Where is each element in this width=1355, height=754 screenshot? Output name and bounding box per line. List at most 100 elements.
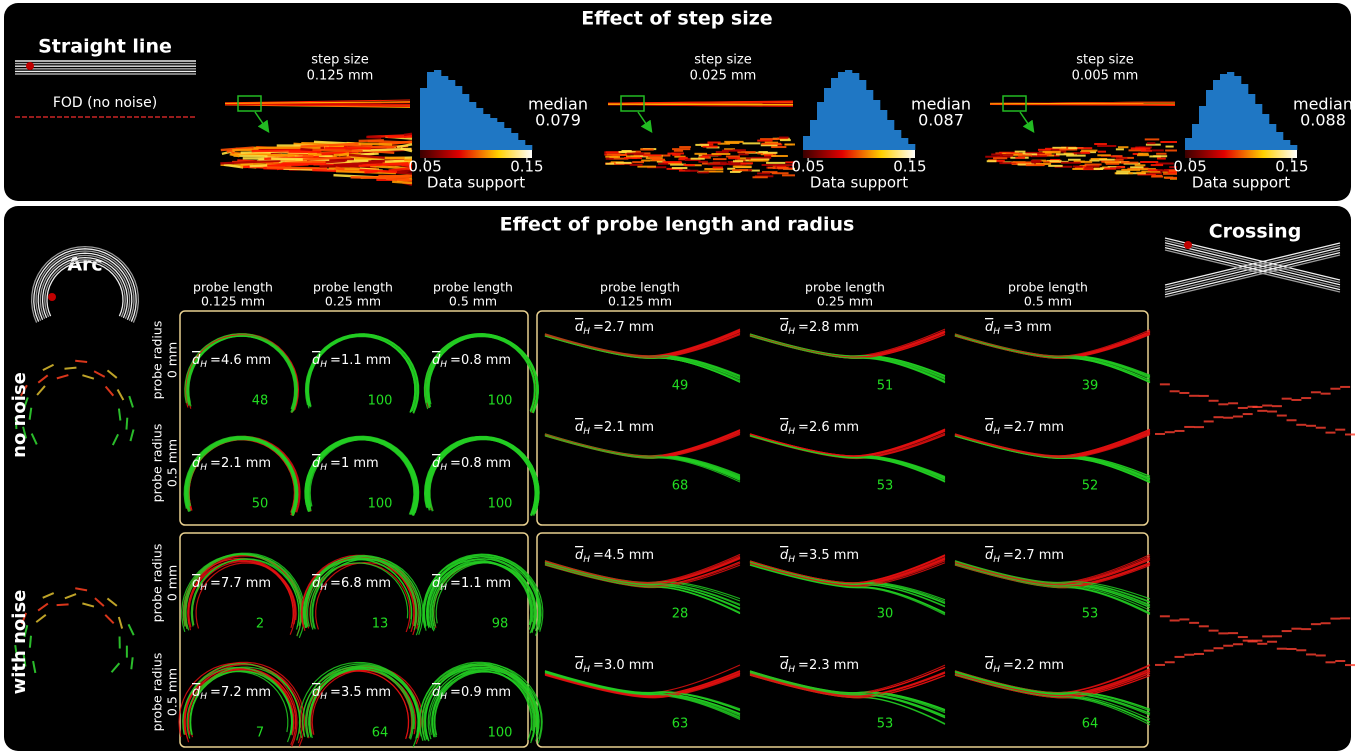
zoom-fiber xyxy=(366,137,381,138)
score: 39 xyxy=(1082,379,1099,394)
median-value: 0.079 xyxy=(535,111,581,130)
colorbar-label: Data support xyxy=(1192,174,1290,192)
histogram-bar xyxy=(434,70,441,150)
dh-value: =2.6 mm xyxy=(798,420,859,435)
dh-subscript: H xyxy=(583,555,590,565)
dh-subscript: H xyxy=(788,327,795,337)
dh-value: =2.7 mm xyxy=(1003,420,1064,435)
dh-value: =4.5 mm xyxy=(593,548,654,563)
seed-point xyxy=(1184,241,1192,249)
streak xyxy=(990,103,1175,104)
histogram-bar xyxy=(1227,72,1234,150)
histogram-bar xyxy=(1185,138,1192,150)
histogram-bar xyxy=(1199,106,1206,150)
dh-value: =2.7 mm xyxy=(1003,548,1064,563)
step-value: 0.005 mm xyxy=(1072,69,1139,84)
column-label: probe length xyxy=(805,280,885,295)
dh-subscript: H xyxy=(200,583,207,593)
seed-point xyxy=(48,293,56,301)
score: 68 xyxy=(672,479,689,494)
column-label: probe length xyxy=(313,280,393,295)
histogram-bar xyxy=(1234,76,1241,150)
dh-subscript: H xyxy=(200,692,207,702)
histogram-bar xyxy=(1262,114,1269,150)
column-value: 0.25 mm xyxy=(325,294,381,309)
score: 13 xyxy=(372,617,389,632)
histogram-bar xyxy=(845,70,852,150)
histogram-bar xyxy=(873,100,880,150)
median-value: 0.087 xyxy=(918,111,964,130)
column-value: 0.25 mm xyxy=(817,294,873,309)
fod-glyph xyxy=(30,636,31,648)
histogram-bar xyxy=(831,78,838,150)
step-value: 0.025 mm xyxy=(690,69,757,84)
dh-value: =3 mm xyxy=(1003,320,1052,335)
histogram-bar xyxy=(859,80,866,150)
histogram-bar xyxy=(1248,94,1255,150)
histogram-bar xyxy=(511,133,518,150)
score: 53 xyxy=(1082,607,1099,622)
score: 51 xyxy=(877,379,894,394)
dh-subscript: H xyxy=(583,665,590,675)
dh-subscript: H xyxy=(320,583,327,593)
histogram-bar xyxy=(880,110,887,150)
score: 53 xyxy=(877,717,894,732)
histogram-bar xyxy=(866,90,873,150)
row-value: 0.5 mm xyxy=(165,439,180,487)
histogram-bar xyxy=(1255,104,1262,150)
zoom-fiber xyxy=(250,165,268,166)
score: 7 xyxy=(256,726,264,741)
score: 49 xyxy=(672,379,689,394)
score: 50 xyxy=(252,497,269,512)
column-value: 0.5 mm xyxy=(449,294,497,309)
dh-value: =3.5 mm xyxy=(330,685,391,700)
score: 63 xyxy=(672,717,689,732)
straight-line-title: Straight line xyxy=(38,36,172,58)
figure: Effect of step size Straight line FOD (n… xyxy=(0,0,1355,754)
histogram-bar xyxy=(1241,84,1248,150)
dh-value: =0.8 mm xyxy=(450,456,511,471)
column-label: probe length xyxy=(1008,280,1088,295)
zoom-fiber xyxy=(404,134,412,135)
row-label: probe radius xyxy=(150,653,165,732)
dh-subscript: H xyxy=(320,360,327,370)
histogram-bar xyxy=(1213,80,1220,150)
score: 98 xyxy=(492,617,509,632)
dh-subscript: H xyxy=(440,583,447,593)
histogram-bar xyxy=(810,120,817,150)
score: 100 xyxy=(488,726,513,741)
histogram-bar xyxy=(1206,90,1213,150)
histogram-bar xyxy=(1192,124,1199,150)
histogram-bar xyxy=(497,122,504,150)
dh-value: =1.1 mm xyxy=(450,576,511,591)
condition-label: no noise xyxy=(9,372,30,458)
dh-subscript: H xyxy=(583,327,590,337)
colorbar-label: Data support xyxy=(810,174,908,192)
histogram-bar xyxy=(490,118,497,150)
step-label: step size xyxy=(311,53,368,68)
histogram-bar xyxy=(824,88,831,150)
histogram-bar xyxy=(838,72,845,150)
score: 2 xyxy=(256,617,264,632)
score: 64 xyxy=(372,726,389,741)
dh-subscript: H xyxy=(993,327,1000,337)
dh-value: =2.1 mm xyxy=(210,456,271,471)
row-value: 0.5 mm xyxy=(165,668,180,716)
fod-glyph xyxy=(126,418,127,430)
score: 53 xyxy=(877,479,894,494)
row-label: probe radius xyxy=(150,321,165,400)
dh-subscript: H xyxy=(440,692,447,702)
row-value: 0 mm xyxy=(165,342,180,378)
seed-point xyxy=(26,62,34,70)
dh-subscript: H xyxy=(788,427,795,437)
histogram-bar xyxy=(1276,132,1283,150)
dh-value: =2.7 mm xyxy=(593,320,654,335)
condition-label: with noise xyxy=(9,590,30,695)
dh-value: =1.1 mm xyxy=(330,353,391,368)
zoom-fiber xyxy=(308,154,321,155)
dh-subscript: H xyxy=(993,555,1000,565)
histogram-bar xyxy=(852,73,859,150)
step-label: step size xyxy=(1076,53,1133,68)
panel-title: Effect of probe length and radius xyxy=(500,214,855,236)
histogram-bar xyxy=(817,102,824,150)
